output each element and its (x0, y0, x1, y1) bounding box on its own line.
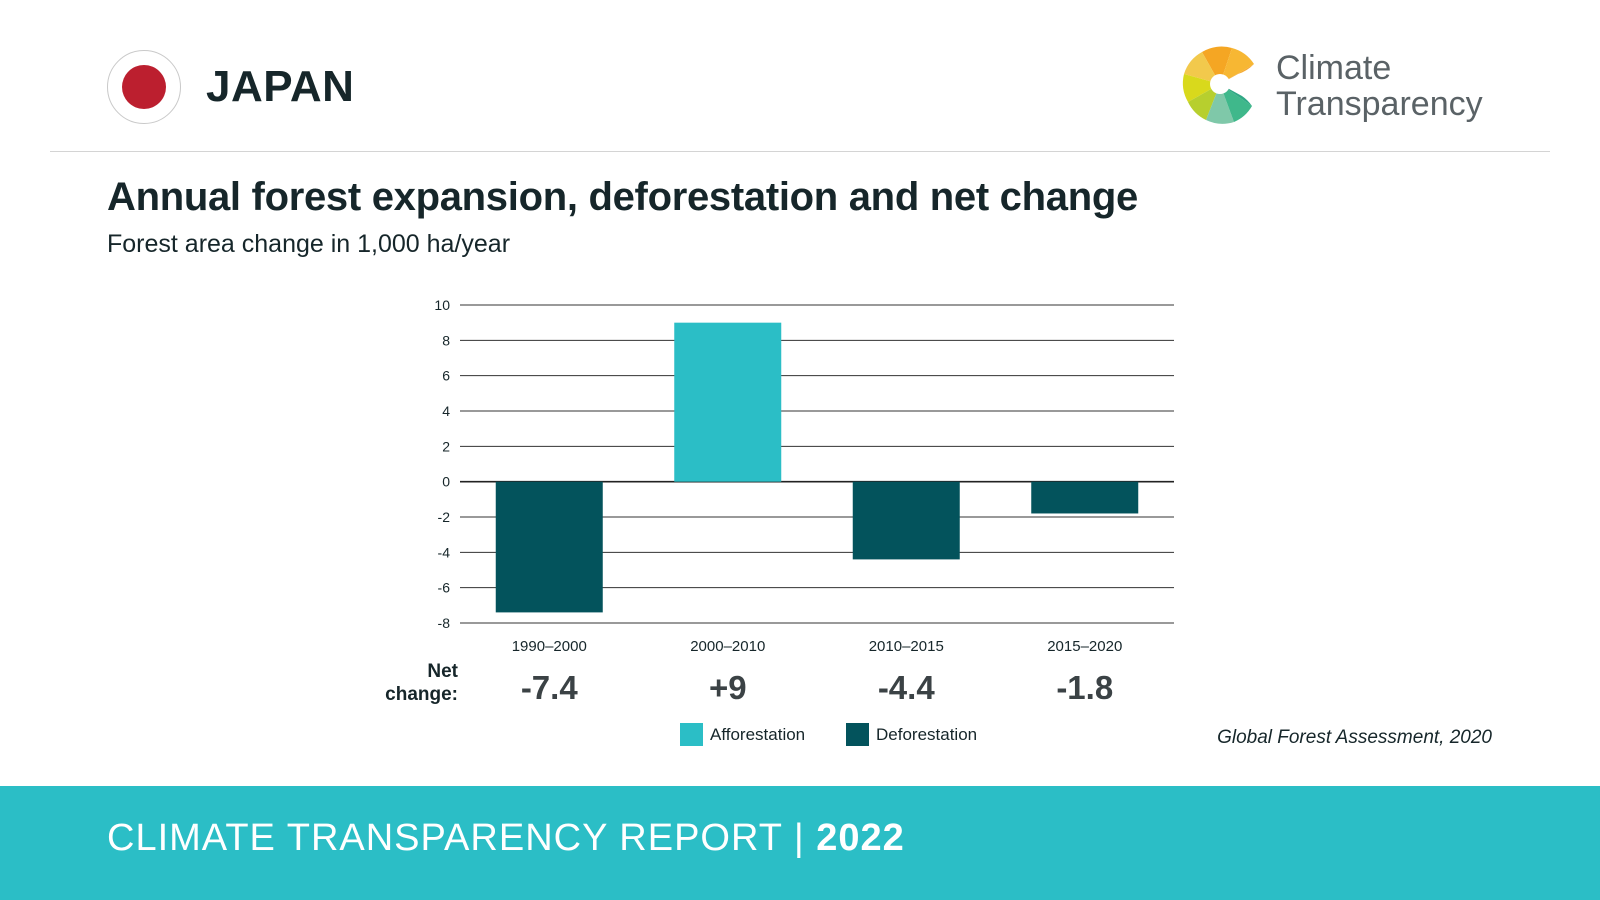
x-tick-label: 2000–2010 (690, 638, 765, 655)
footer-year: 2022 (816, 817, 905, 859)
chart-subtitle: Forest area change in 1,000 ha/year (107, 230, 511, 258)
logo-text-line1: Climate (1276, 49, 1392, 87)
footer-banner: CLIMATE TRANSPARENCY REPORT | 2022 (0, 786, 1600, 900)
bar-deforestation (852, 481, 960, 560)
x-tick-label: 1990–2000 (512, 638, 587, 655)
y-tick-label: 8 (442, 332, 450, 348)
y-tick-label: 2 (442, 438, 450, 454)
net-change-label-line2: change: (385, 684, 458, 705)
x-tick-label: 2015–2020 (1047, 638, 1122, 655)
net-change-label: Net change: (340, 660, 458, 706)
y-tick-label: 10 (434, 297, 450, 313)
footer-separator: | (793, 817, 805, 859)
legend-label-deforestation: Deforestation (876, 724, 978, 744)
climate-transparency-logo: Climate Transparency (1180, 40, 1500, 130)
bar-deforestation (495, 481, 603, 613)
flag-sun-disc (122, 65, 166, 109)
footer-report-name: CLIMATE TRANSPARENCY REPORT (107, 817, 783, 859)
y-tick-label: -8 (438, 615, 451, 631)
bar-chart: 10 8 6 4 2 0 -2 -4 -6 -8 1990–2000 -7.4 2000–2010 +9 2… (434, 297, 1174, 706)
legend-swatch-deforestation (846, 723, 869, 746)
net-change-value: -7.4 (521, 669, 579, 706)
legend-item-afforestation: Afforestation (680, 723, 805, 746)
bar-afforestation (674, 322, 782, 482)
y-tick-label: -4 (438, 544, 451, 560)
japan-flag-icon (107, 50, 181, 124)
net-change-value: +9 (709, 669, 747, 706)
logo-sunburst-icon (1182, 46, 1254, 124)
net-change-value: -4.4 (878, 669, 936, 706)
logo-text: Climate Transparency (1276, 50, 1483, 122)
page-header: JAPAN Climate Transparency (0, 0, 1600, 150)
chart-title: Annual forest expansion, deforestation a… (107, 175, 1138, 219)
header-divider (50, 151, 1550, 152)
x-tick-label: 2010–2015 (869, 638, 944, 655)
y-tick-label: 0 (442, 474, 450, 490)
footer-text: CLIMATE TRANSPARENCY REPORT | 2022 (107, 817, 905, 860)
y-tick-label: -2 (438, 509, 451, 525)
y-tick-label: 6 (442, 368, 450, 384)
legend-label-afforestation: Afforestation (710, 724, 806, 744)
country-name: JAPAN (206, 62, 355, 111)
bar-deforestation (1031, 481, 1139, 514)
y-tick-label: -6 (438, 580, 451, 596)
net-change-value: -1.8 (1056, 669, 1113, 706)
y-tick-label: 4 (442, 403, 450, 419)
legend-swatch-afforestation (680, 723, 703, 746)
net-change-label-line1: Net (427, 661, 458, 682)
chart-source: Global Forest Assessment, 2020 (1217, 727, 1492, 748)
legend-item-deforestation: Deforestation (846, 723, 977, 746)
logo-text-line2: Transparency (1276, 85, 1483, 123)
